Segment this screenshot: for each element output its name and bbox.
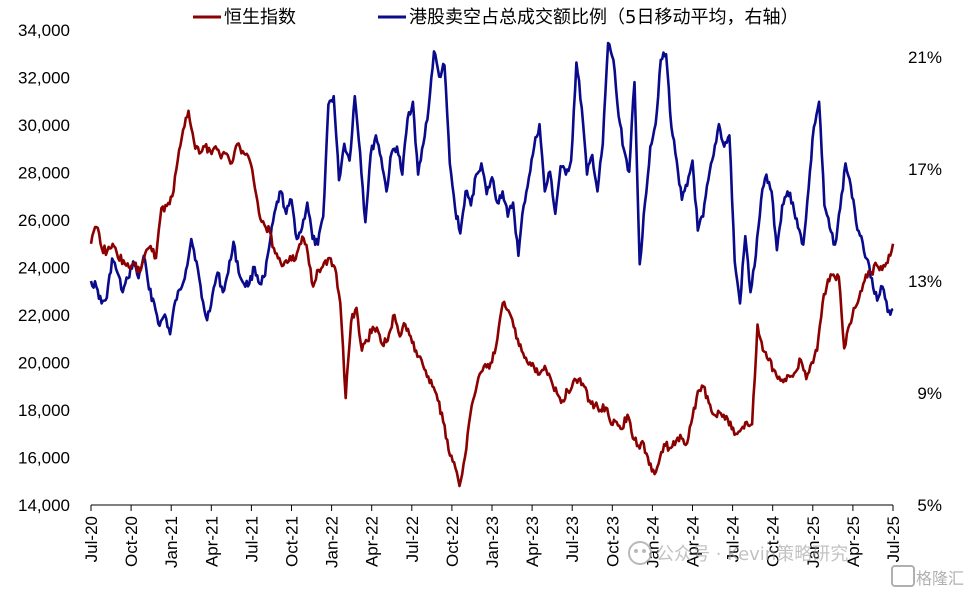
x-tick-label: Jul-22 bbox=[403, 516, 422, 562]
x-tick-label: Apr-24 bbox=[684, 516, 703, 567]
x-tick-label: Jul-25 bbox=[884, 516, 903, 562]
series-short-ratio-line bbox=[89, 41, 894, 336]
logo-icon bbox=[891, 565, 915, 587]
x-tick-label: Oct-22 bbox=[443, 516, 462, 567]
x-tick-label: Apr-23 bbox=[523, 516, 542, 567]
legend-hsi-label: 恒生指数 bbox=[224, 7, 296, 28]
watermark: 公众号 · Kevin策略研究 bbox=[628, 541, 848, 565]
y-right-ticks: 5% 9% 13% 17% 21% bbox=[908, 48, 942, 515]
x-tick-label: Jan-25 bbox=[804, 516, 823, 568]
x-tick-label: Apr-22 bbox=[363, 516, 382, 567]
wechat-icon-dot2 bbox=[642, 549, 646, 553]
y-left-tick-label: 20,000 bbox=[18, 354, 70, 373]
x-tick-label: Jul-21 bbox=[242, 516, 261, 562]
x-tick-label: Jan-24 bbox=[643, 516, 662, 568]
x-tick-label: Oct-24 bbox=[764, 516, 783, 567]
series-hsi-line bbox=[89, 109, 895, 488]
legend-short-label: 港股卖空占总成交额比例（5日移动平均，右轴） bbox=[409, 7, 798, 28]
x-tick-label: Oct-20 bbox=[122, 516, 141, 567]
x-tick-label: Oct-21 bbox=[283, 516, 302, 567]
y-left-tick-label: 32,000 bbox=[18, 69, 70, 88]
y-left-tick-label: 24,000 bbox=[18, 259, 70, 278]
y-left-ticks: 14,000 16,000 18,000 20,000 22,000 24,000 26,0… bbox=[18, 21, 70, 515]
x-tick-label: Jan-23 bbox=[483, 516, 502, 568]
y-right-tick-label: 5% bbox=[917, 496, 942, 515]
y-left-tick-label: 14,000 bbox=[18, 496, 70, 515]
y-left-tick-label: 26,000 bbox=[18, 211, 70, 230]
y-right-tick-label: 17% bbox=[908, 160, 942, 179]
y-left-tick-label: 28,000 bbox=[18, 164, 70, 183]
x-tick-label: Apr-21 bbox=[202, 516, 221, 567]
logo-text: 格隆汇 bbox=[916, 569, 964, 588]
logo: 格隆汇 bbox=[891, 565, 964, 588]
wechat-icon-dot bbox=[634, 549, 638, 553]
y-left-tick-label: 22,000 bbox=[18, 306, 70, 325]
series-layer bbox=[89, 41, 895, 488]
x-tick-label: Jul-23 bbox=[563, 516, 582, 562]
x-tick-label: Jan-22 bbox=[323, 516, 342, 568]
y-right-tick-label: 21% bbox=[908, 48, 942, 67]
y-left-tick-label: 30,000 bbox=[18, 116, 70, 135]
legend: 恒生指数 港股卖空占总成交额比例（5日移动平均，右轴） bbox=[193, 7, 798, 28]
x-tick-label: Apr-25 bbox=[844, 516, 863, 567]
x-ticks: Jul-20 Oct-20 Jan-21 Apr-21 Jul-21 Oct-21 Jan-… bbox=[82, 505, 903, 568]
y-right-tick-label: 9% bbox=[917, 384, 942, 403]
wechat-icon bbox=[628, 541, 652, 565]
x-tick-label: Jul-24 bbox=[724, 516, 743, 562]
y-right-tick-label: 13% bbox=[908, 272, 942, 291]
x-tick-label: Jul-20 bbox=[82, 516, 101, 562]
y-left-tick-label: 16,000 bbox=[18, 449, 70, 468]
watermark-text: 公众号 · Kevin策略研究 bbox=[656, 544, 848, 565]
y-left-tick-label: 34,000 bbox=[18, 21, 70, 40]
x-tick-label: Oct-23 bbox=[603, 516, 622, 567]
x-tick-label: Jan-21 bbox=[162, 516, 181, 568]
y-left-tick-label: 18,000 bbox=[18, 401, 70, 420]
